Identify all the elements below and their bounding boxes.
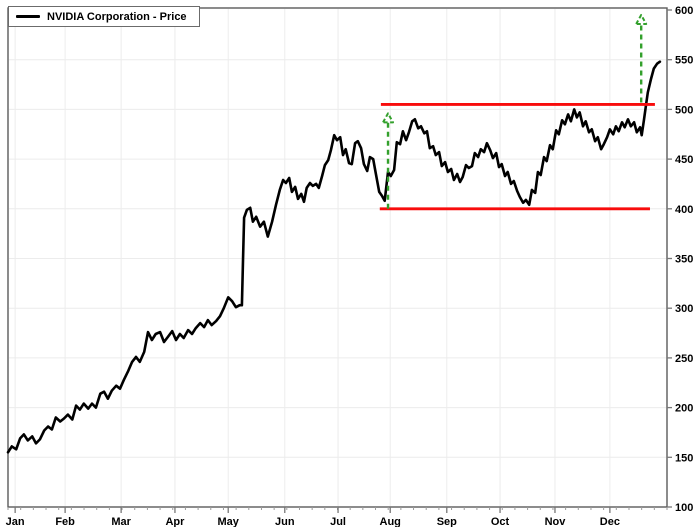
x-axis-label: Jan (6, 516, 25, 527)
x-axis-label: Aug (380, 516, 401, 527)
y-axis-label: 600 (675, 5, 693, 17)
y-axis-label: 100 (675, 502, 693, 514)
x-axis-label: Oct (491, 516, 510, 527)
price-line (6, 60, 662, 454)
x-axis-label: Nov (545, 516, 567, 527)
x-axis-label: Dec (600, 516, 620, 527)
x-axis-label: May (218, 516, 240, 527)
y-axis-label: 550 (675, 55, 693, 67)
y-axis-label: 400 (675, 204, 693, 216)
x-axis-label: Jul (330, 516, 346, 527)
y-axis-label: 300 (675, 303, 693, 315)
y-axis-label: 250 (675, 353, 693, 365)
x-axis-label: Feb (55, 516, 75, 527)
breakout-arrow-aug-arrowhead-icon (382, 112, 395, 124)
x-axis-label: Jun (275, 516, 295, 527)
y-axis-label: 450 (675, 154, 693, 166)
legend: NVIDIA Corporation - Price (8, 6, 200, 27)
x-axis-label: Apr (165, 516, 185, 527)
breakout-arrow-dec-arrowhead-icon (635, 13, 648, 25)
y-axis-label: 150 (675, 452, 693, 464)
legend-line-swatch (16, 15, 40, 18)
legend-label: NVIDIA Corporation - Price (47, 10, 187, 23)
y-axis-label: 350 (675, 254, 693, 266)
x-axis-label: Sep (437, 516, 457, 527)
x-axis-label: Mar (111, 516, 131, 527)
y-axis-label: 200 (675, 403, 693, 415)
plot-border (7, 7, 668, 508)
y-axis-label: 500 (675, 104, 693, 116)
